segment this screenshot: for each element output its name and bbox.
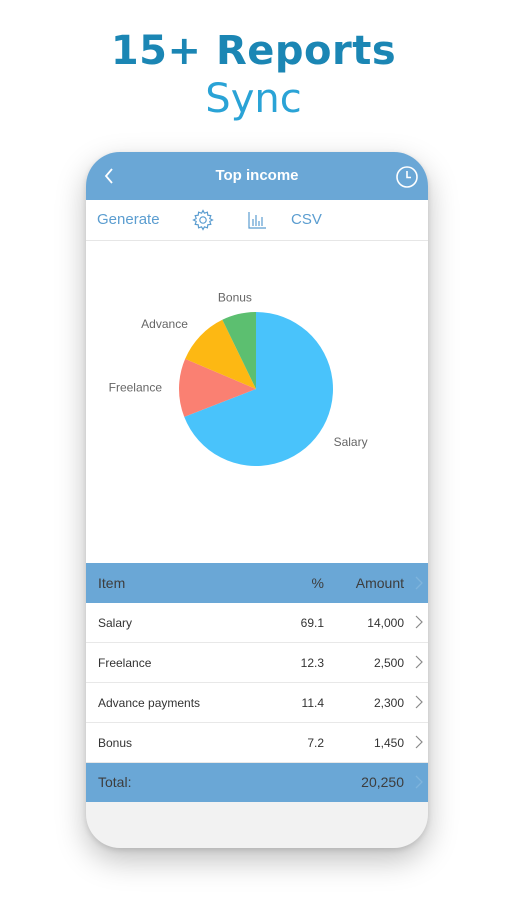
row-percent: 7.2	[307, 736, 324, 750]
pie-slice-freelance[interactable]	[179, 358, 256, 417]
generate-button[interactable]: Generate	[97, 211, 160, 228]
chevron-right-icon	[415, 695, 423, 709]
csv-button[interactable]: CSV	[291, 211, 322, 228]
row-percent: 12.3	[300, 656, 324, 670]
chevron-right-icon	[415, 775, 423, 789]
clock-icon[interactable]	[395, 165, 419, 189]
title-bar: Top income	[86, 152, 428, 200]
bar-chart-icon[interactable]	[245, 208, 269, 232]
row-percent: 69.1	[300, 616, 324, 630]
row-item: Salary	[98, 616, 133, 630]
promo-title: 15+ Reports	[110, 28, 397, 74]
chevron-left-icon[interactable]	[98, 164, 122, 188]
row-amount: 2,500	[373, 656, 404, 670]
column-header-amount[interactable]: Amount	[355, 575, 404, 591]
row-amount: 2,300	[373, 696, 404, 710]
table-row[interactable]: Advance payments 11.4 2,300	[86, 683, 428, 723]
column-header-item[interactable]: Item	[98, 575, 126, 591]
pie-label-bonus: Bonus	[218, 290, 252, 304]
promo-subtitle: Sync	[205, 76, 302, 122]
pie-chart: Salary Freelance Advance Bonus	[109, 290, 368, 466]
table-row[interactable]: Bonus 7.2 1,450	[86, 723, 428, 763]
chevron-right-icon	[415, 615, 423, 629]
table-header: Item % Amount	[86, 563, 428, 603]
phone-frame: Top income Generate CSV Salary Freelance A…	[86, 152, 428, 848]
table-row[interactable]: Freelance 12.3 2,500	[86, 643, 428, 683]
toolbar: Generate CSV	[86, 200, 428, 241]
table-total-row[interactable]: Total: 20,250	[86, 763, 428, 802]
row-item: Advance payments	[98, 696, 201, 710]
chevron-right-icon	[415, 655, 423, 669]
page-title: Top income	[215, 167, 299, 184]
column-header-percent[interactable]: %	[311, 575, 324, 591]
total-amount: 20,250	[361, 774, 404, 790]
row-item: Freelance	[98, 656, 152, 670]
row-amount: 14,000	[367, 616, 404, 630]
pie-label-salary: Salary	[334, 435, 368, 449]
table-row[interactable]: Salary 69.1 14,000	[86, 603, 428, 643]
pie-slice-salary[interactable]	[184, 312, 333, 466]
pie-slice-bonus[interactable]	[222, 312, 256, 389]
row-percent: 11.4	[301, 696, 324, 710]
row-amount: 1,450	[373, 736, 404, 750]
pie-label-advance: Advance	[141, 317, 188, 331]
chart-area: Salary Freelance Advance Bonus	[86, 241, 428, 563]
row-item: Bonus	[98, 736, 133, 750]
chevron-right-icon	[415, 735, 423, 749]
report-table: Item % Amount Salary 69.1 14,000 Freelan…	[86, 563, 428, 802]
chevron-right-icon	[415, 576, 423, 590]
total-label: Total:	[98, 774, 132, 790]
pie-slice-advance[interactable]	[185, 319, 256, 389]
gear-icon[interactable]	[191, 208, 215, 232]
pie-label-freelance: Freelance	[109, 381, 163, 395]
